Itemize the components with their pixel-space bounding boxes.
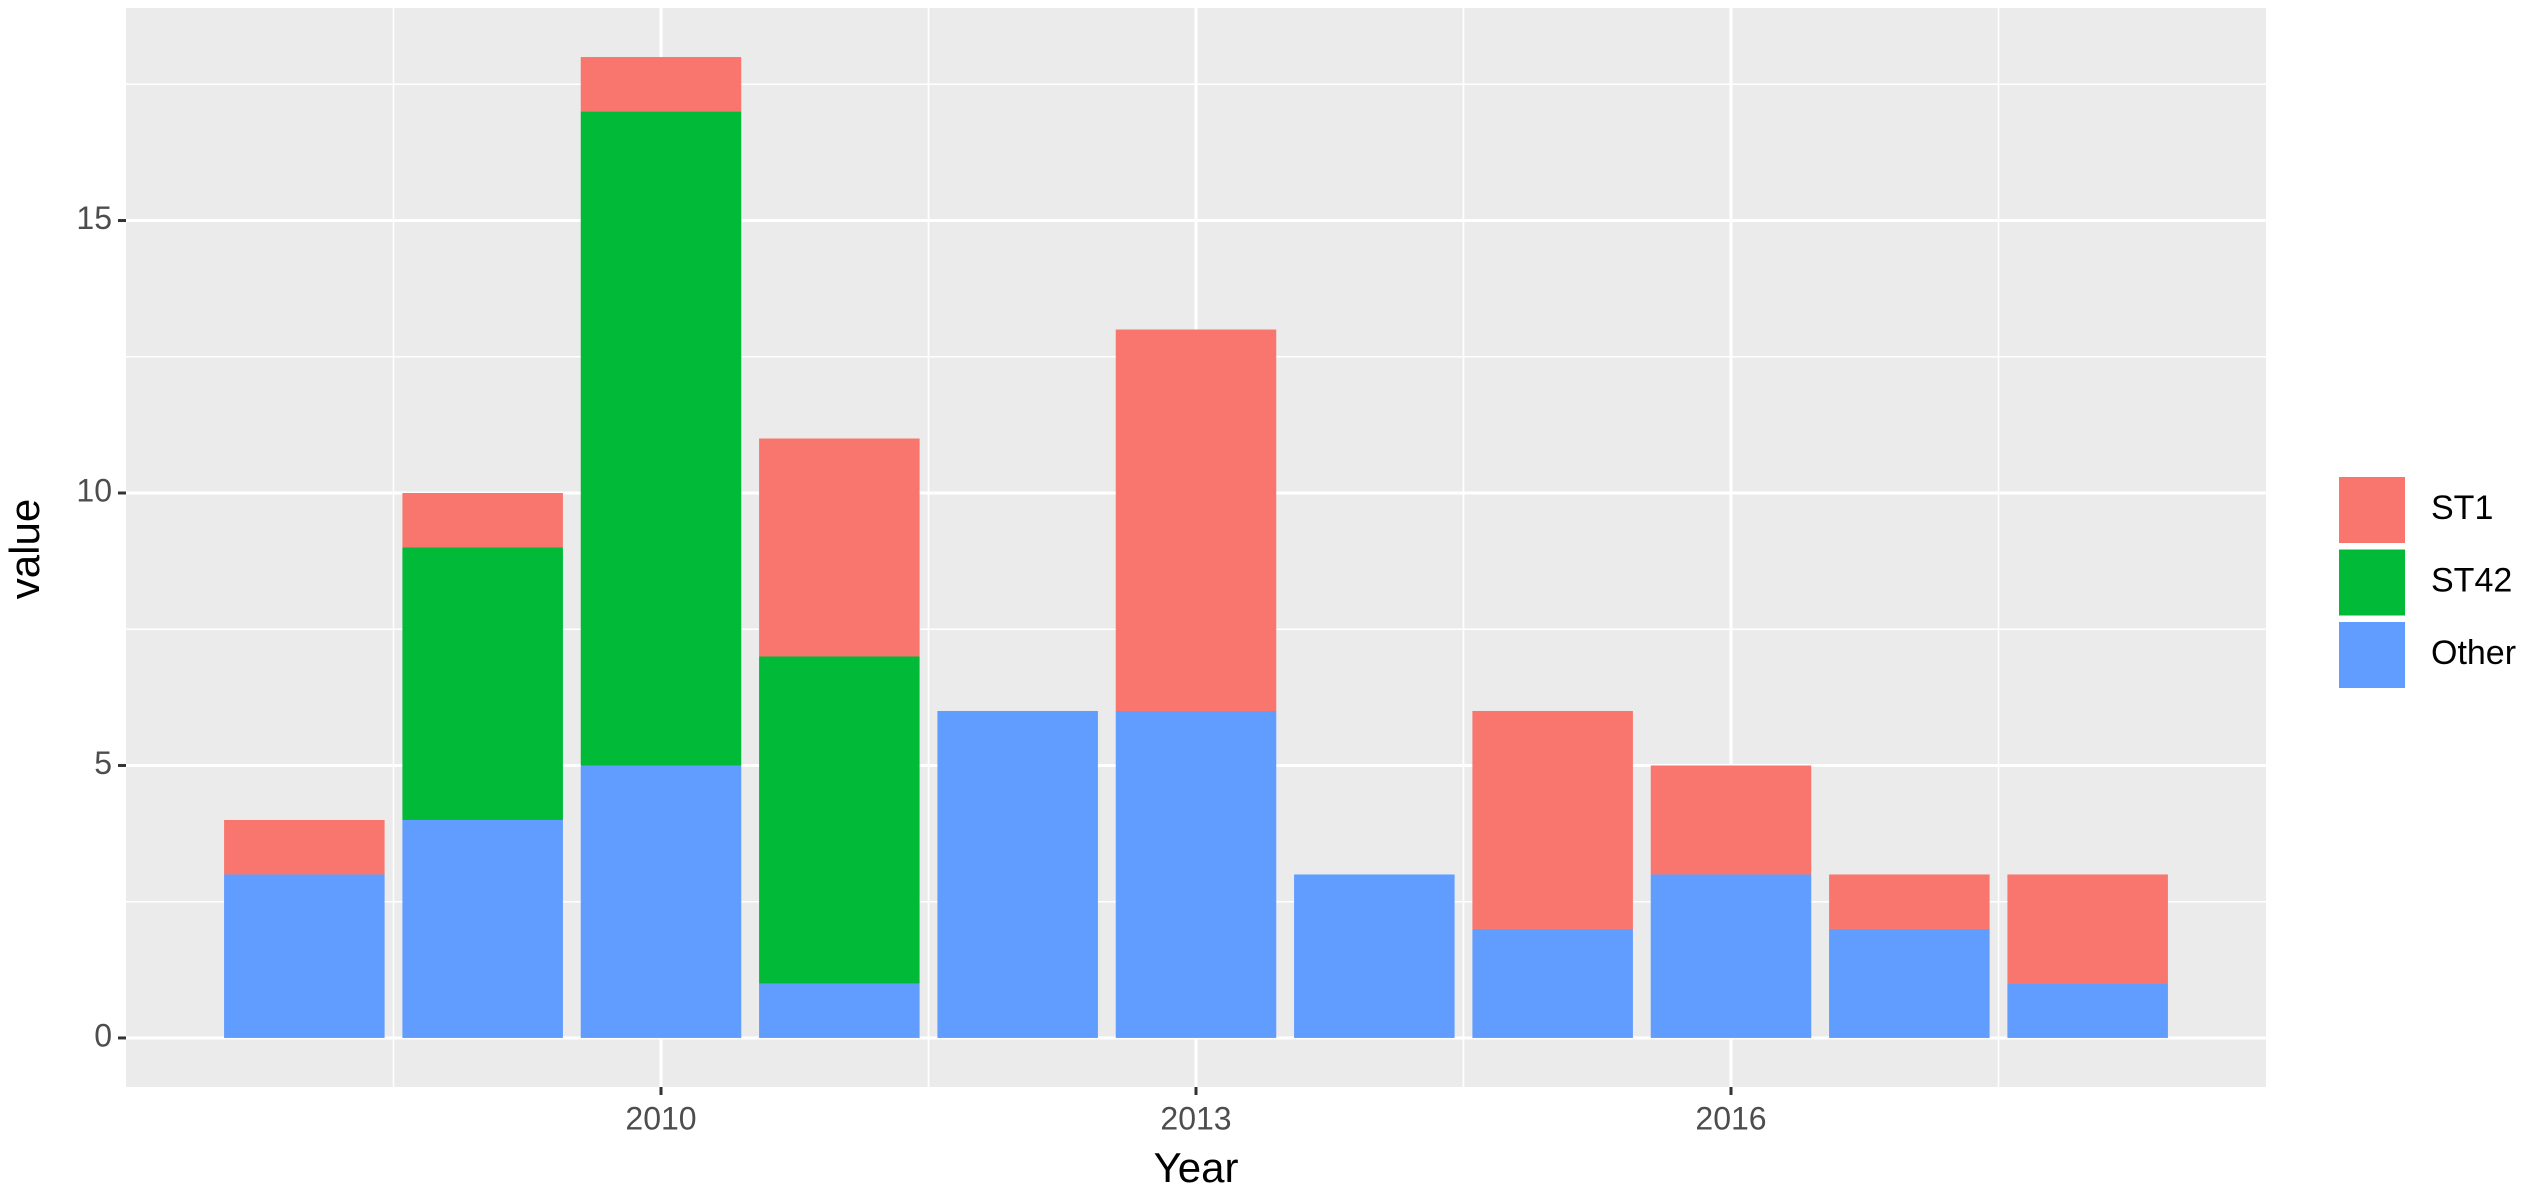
- bar-segment: [1472, 928, 1633, 1038]
- legend-label: ST1: [2431, 489, 2493, 527]
- legend-key: [2339, 477, 2405, 543]
- bar-segment: [402, 493, 563, 548]
- y-tick-label: 0: [94, 1017, 112, 1053]
- x-tick-label: 2013: [1160, 1100, 1231, 1136]
- x-tick-label: 2010: [625, 1100, 696, 1136]
- bar-segment: [1472, 710, 1633, 929]
- y-axis-title: value: [1, 499, 48, 599]
- bar-segment: [759, 983, 920, 1038]
- bar-segment: [1115, 329, 1277, 711]
- y-tick-label: 5: [94, 745, 112, 781]
- bar-segment: [224, 819, 385, 875]
- bar-segment: [580, 57, 742, 112]
- x-tick-label: 2016: [1695, 1100, 1766, 1136]
- bar-segment: [1829, 928, 1990, 1038]
- bar-segment: [1115, 710, 1277, 1038]
- bar-segment: [2007, 983, 2168, 1038]
- bar-segment: [759, 438, 920, 657]
- bar-segment: [937, 710, 1098, 1038]
- bar-segment: [402, 547, 563, 820]
- bar-segment: [1650, 765, 1812, 875]
- bar-segment: [580, 765, 742, 1038]
- legend-label: Other: [2431, 634, 2516, 672]
- bar-segment: [580, 111, 742, 766]
- x-axis-title: Year: [1154, 1144, 1239, 1191]
- legend-key: [2339, 622, 2405, 688]
- bar-segment: [402, 819, 563, 1038]
- bar-segment: [1650, 874, 1812, 1038]
- bar-segment: [224, 874, 385, 1038]
- legend-label: ST42: [2431, 561, 2512, 599]
- bar-segment: [1829, 874, 1990, 929]
- legend-key: [2339, 549, 2405, 616]
- bar-segment: [2007, 874, 2168, 984]
- bar-segment: [1294, 874, 1455, 1038]
- y-tick-label: 10: [76, 472, 112, 508]
- y-tick-label: 15: [76, 200, 112, 236]
- bar-segment: [759, 656, 920, 984]
